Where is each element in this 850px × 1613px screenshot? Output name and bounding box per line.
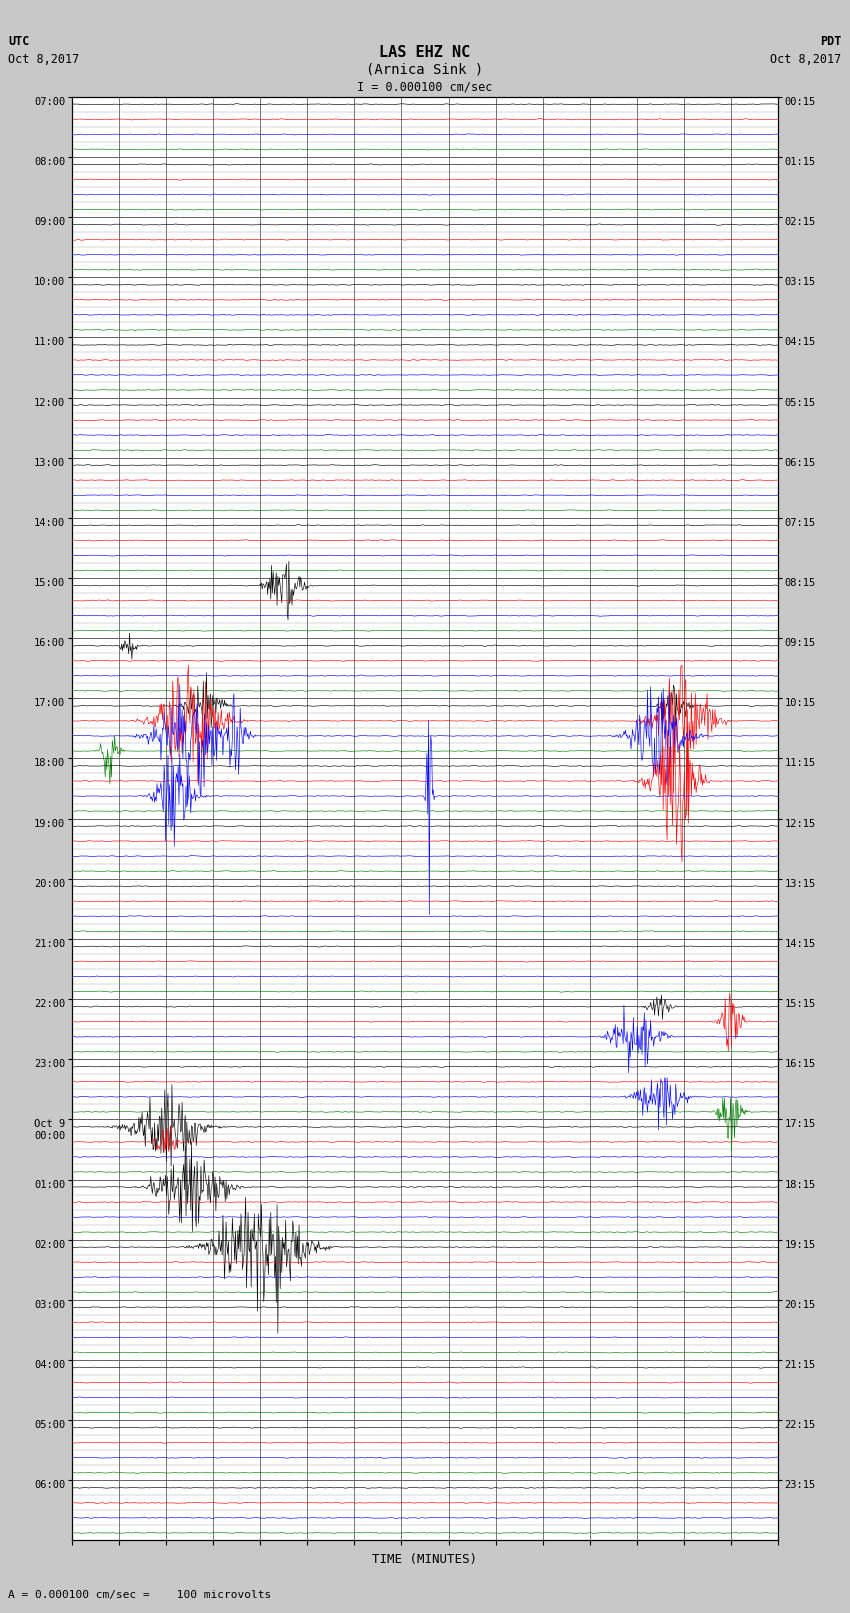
Text: Oct 8,2017: Oct 8,2017 [8, 53, 80, 66]
Text: I = 0.000100 cm/sec: I = 0.000100 cm/sec [357, 81, 493, 94]
X-axis label: TIME (MINUTES): TIME (MINUTES) [372, 1553, 478, 1566]
Text: UTC: UTC [8, 35, 30, 48]
Text: Oct 8,2017: Oct 8,2017 [770, 53, 842, 66]
Text: LAS EHZ NC: LAS EHZ NC [379, 45, 471, 60]
Text: (Arnica Sink ): (Arnica Sink ) [366, 63, 484, 77]
Text: A = 0.000100 cm/sec =    100 microvolts: A = 0.000100 cm/sec = 100 microvolts [8, 1590, 272, 1600]
Text: PDT: PDT [820, 35, 842, 48]
